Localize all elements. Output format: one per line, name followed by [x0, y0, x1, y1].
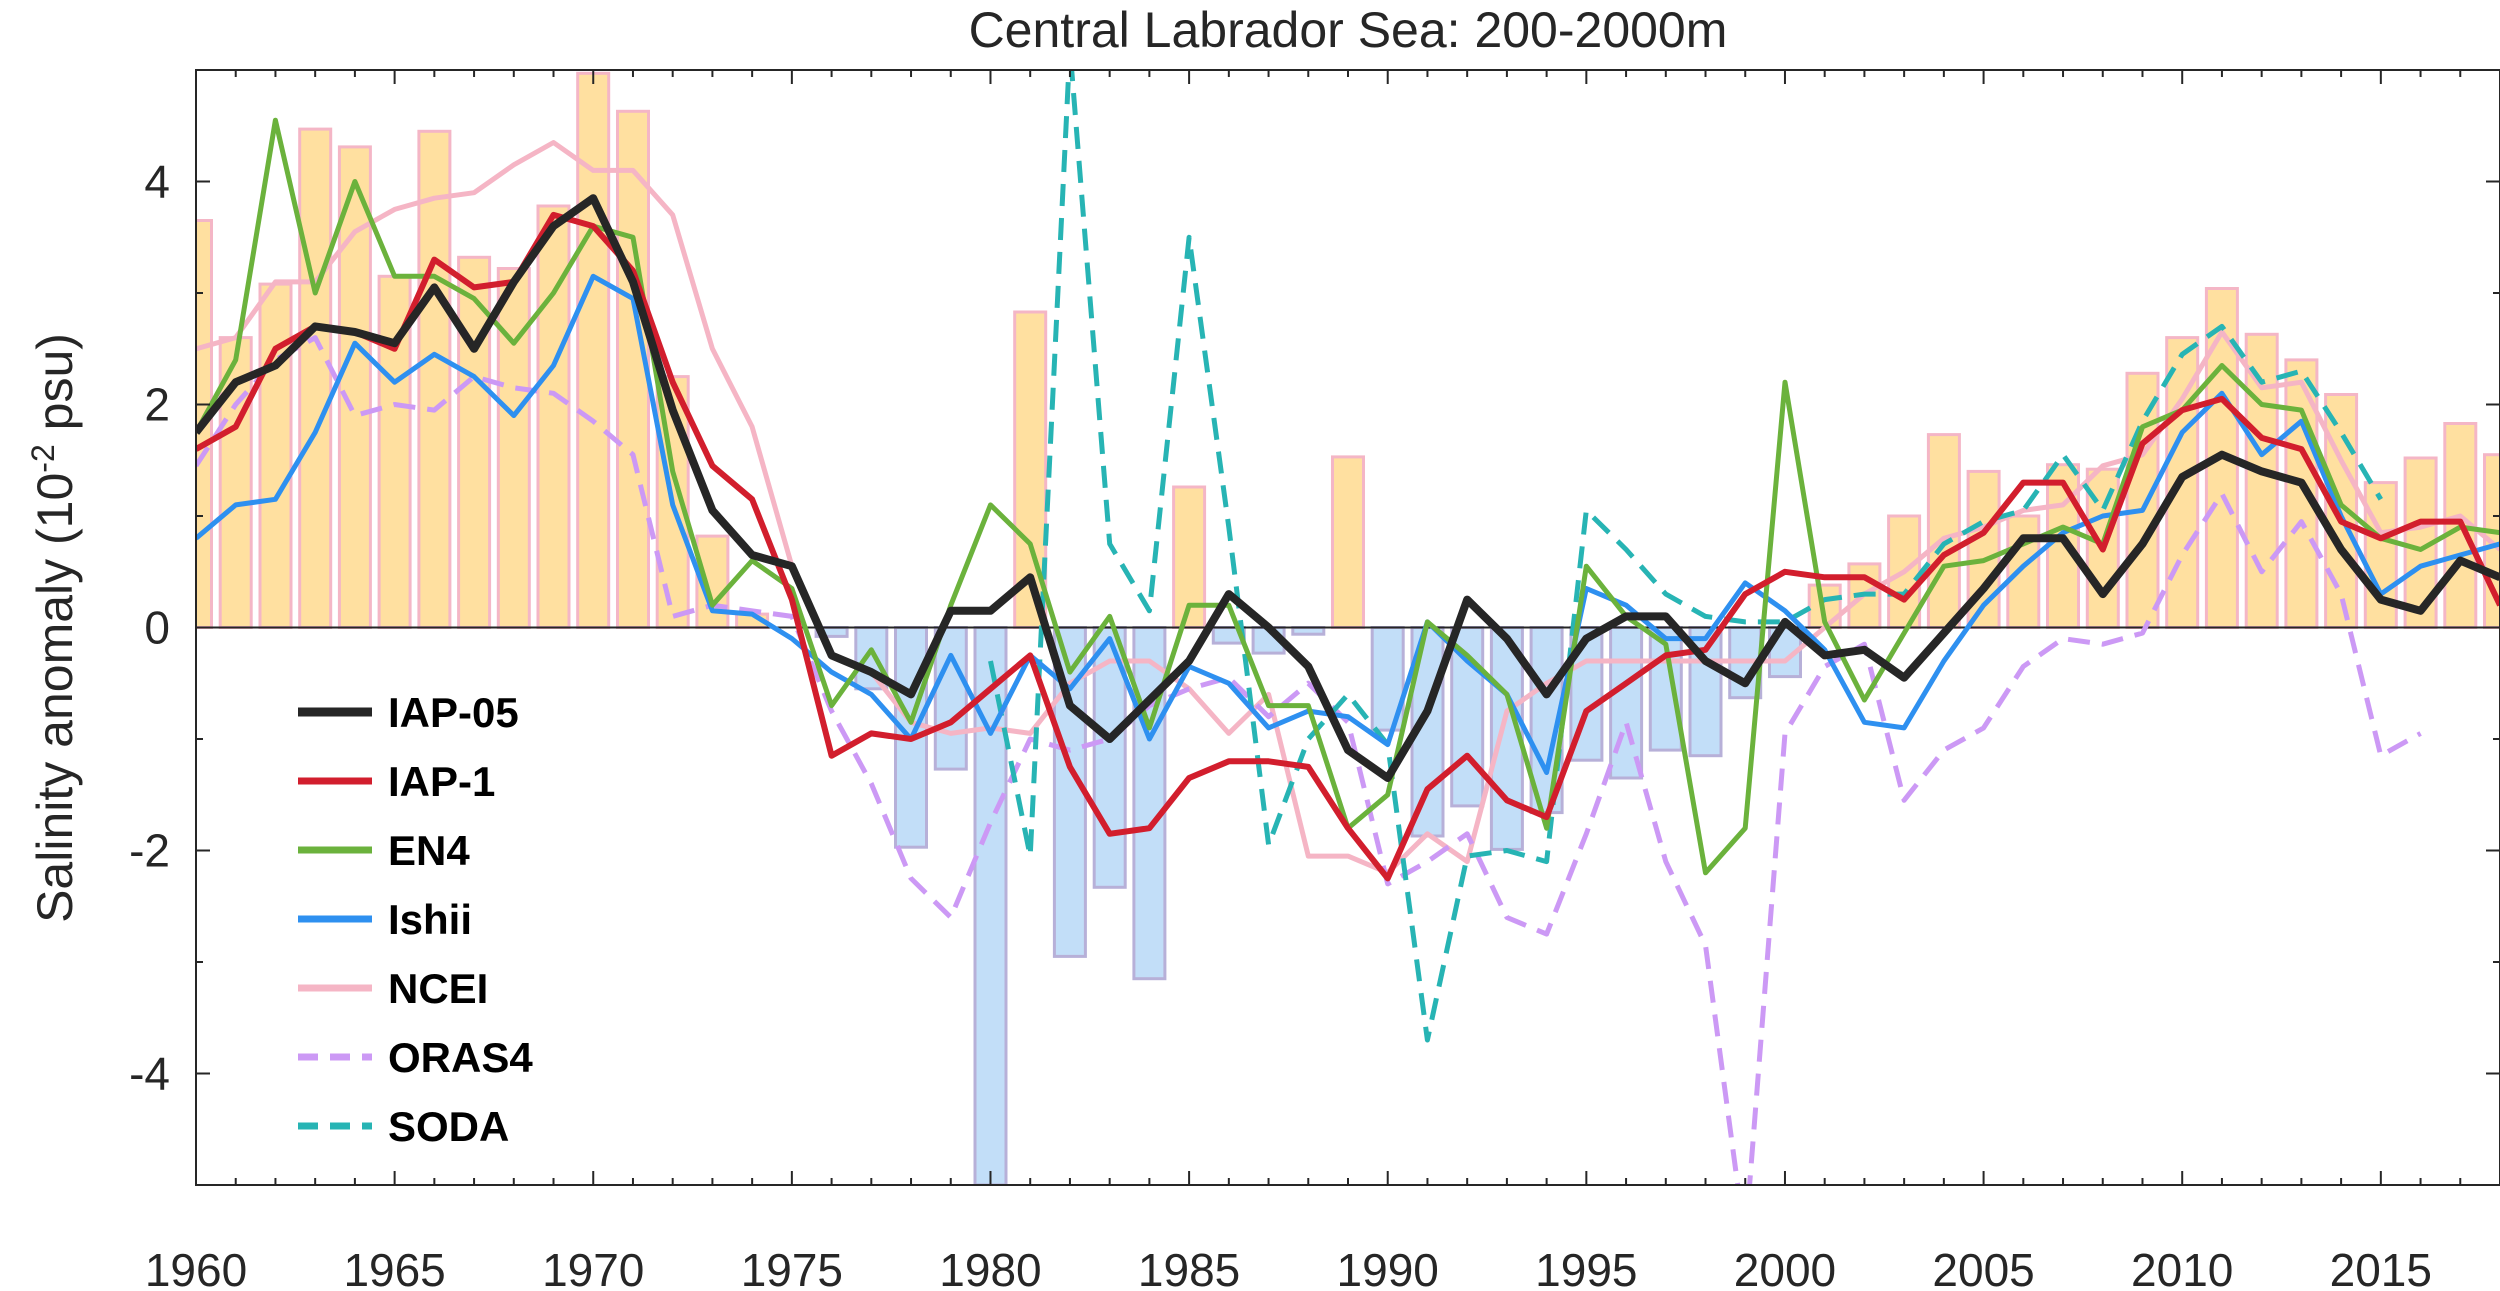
bar-2009: [2125, 371, 2160, 629]
bar-1962: [258, 282, 293, 629]
bar-1967: [457, 255, 492, 629]
legend-label-iap-1: IAP-1: [388, 758, 495, 805]
bar-1979: [933, 626, 968, 771]
bar-1971: [616, 109, 650, 630]
bar-layer: [196, 71, 2500, 1185]
legend-label-ishii: Ishii: [388, 896, 472, 943]
bar-2006: [2006, 514, 2041, 629]
axes: 1960 1965 1970 1975 1980 1985 1990 1995 2000 2005…: [129, 69, 2500, 1291]
bar-1988: [1291, 626, 1326, 636]
x-tick-label-1985: 1985: [1138, 1244, 1240, 1291]
legend-label-iap-05: IAP-05: [388, 689, 519, 736]
y-axis-label-unit: psu): [27, 333, 83, 444]
bar-1996: [1609, 626, 1644, 780]
bar-1963: [298, 127, 333, 629]
y-tick-label-4: 4: [144, 156, 170, 208]
bar-1969: [536, 204, 571, 629]
legend-label-soda: SODA: [388, 1103, 509, 1150]
x-tick-label-1990: 1990: [1337, 1244, 1439, 1291]
series-line-iap-1: [196, 211, 2500, 882]
x-tick-label-2000: 2000: [1734, 1244, 1836, 1291]
bar-1989: [1331, 455, 1365, 629]
y-axis-label-sup: -2: [25, 444, 61, 472]
x-tick-label-1980: 1980: [939, 1244, 1041, 1291]
y-tick-label-2: 2: [144, 379, 170, 431]
bar-2004: [1926, 433, 1961, 629]
bar-2005: [1966, 469, 2001, 629]
y-axis-label: Salinity anomaly (10-2 psu): [25, 333, 83, 923]
series-line-ncei: [196, 140, 2500, 876]
series-line-iap-05: [196, 194, 2500, 782]
y-axis-label-main: Salinity anomaly (10: [27, 473, 83, 923]
x-tick-label-1970: 1970: [542, 1244, 644, 1291]
x-tick-label-2005: 2005: [1932, 1244, 2034, 1291]
bar-1984: [1132, 626, 1167, 981]
chart-title: Central Labrador Sea: 200-2000m: [969, 2, 1728, 58]
legend: IAP-05 IAP-1 EN4 Ishii NCEI ORAS4 SODA: [298, 689, 533, 1150]
bar-2007: [2046, 463, 2080, 630]
bar-1993: [1489, 626, 1524, 851]
series-layer: [196, 70, 2500, 1185]
legend-label-oras4: ORAS4: [388, 1034, 533, 1081]
bar-1970: [576, 71, 611, 630]
x-tick-label-1975: 1975: [741, 1244, 843, 1291]
x-tick-label-1965: 1965: [343, 1244, 445, 1291]
bar-1968: [496, 267, 531, 629]
bar-1997: [1648, 626, 1683, 752]
legend-label-ncei: NCEI: [388, 965, 488, 1012]
legend-label-en4: EN4: [388, 827, 470, 874]
bar-1966: [417, 129, 452, 630]
y-tick-label-0: 0: [144, 602, 170, 654]
x-tick-label-2010: 2010: [2131, 1244, 2233, 1291]
x-tick-label-1960: 1960: [145, 1244, 247, 1291]
y-tick-label--4: -4: [129, 1048, 170, 1100]
x-tick-label-1995: 1995: [1535, 1244, 1637, 1291]
series-line-soda: [988, 70, 2383, 1043]
y-tick-label--2: -2: [129, 825, 170, 877]
x-tick-label-2015: 2015: [2330, 1244, 2432, 1291]
series-line-oras4: [196, 335, 2422, 1185]
